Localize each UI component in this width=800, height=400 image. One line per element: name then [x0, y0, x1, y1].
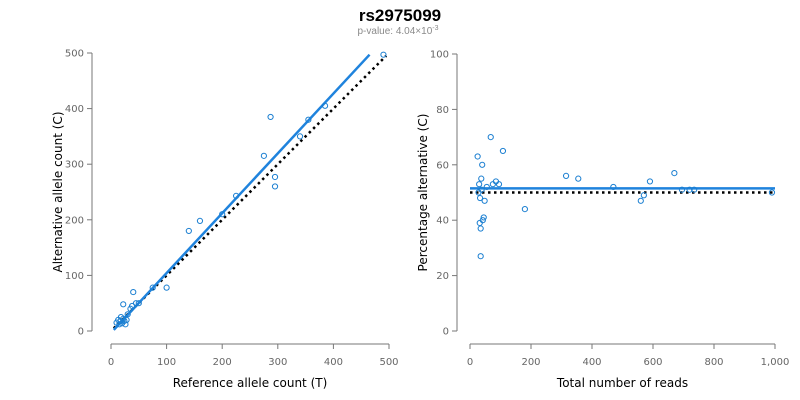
- chart-right-point: [479, 161, 486, 168]
- chart-right-point: [476, 181, 483, 188]
- chart-right-point: [499, 147, 507, 155]
- chart-right-point: [610, 183, 617, 191]
- chart-left-point: [233, 192, 240, 199]
- chart-right-point: [521, 206, 529, 213]
- chart-left-point: [305, 116, 312, 123]
- chart-left-x-tick-label: 300: [268, 357, 287, 368]
- p-value-exponent: -3: [432, 25, 438, 32]
- chart-right-y-tick-label: 40: [436, 216, 449, 227]
- chart-right-point: [474, 153, 481, 160]
- chart-right-point: [480, 214, 487, 221]
- chart-left-y-tick-label: 100: [65, 271, 84, 282]
- chart-left-point: [267, 113, 274, 121]
- chart-left-y-tick-label: 0: [78, 327, 84, 338]
- chart-right-y-axis-label: Percentage alternative (C): [416, 114, 430, 272]
- chart-right-x-tick-label: 800: [704, 357, 723, 368]
- p-value-text: p-value: 4.04×10: [357, 26, 432, 37]
- chart-right-y-tick-label: 0: [443, 327, 449, 338]
- chart-right-point: [640, 192, 647, 199]
- chart-right-point: [479, 217, 486, 224]
- chart-left-y-tick-label: 500: [65, 49, 84, 60]
- chart-right-point: [477, 225, 484, 232]
- chart-left-point: [296, 133, 304, 140]
- chart-right-x-tick-label: 1,000: [761, 357, 790, 368]
- chart-right-point: [691, 186, 698, 193]
- chart-left-y-tick-label: 300: [65, 160, 84, 171]
- chart-left-fit-line: [112, 53, 371, 331]
- chart-right-point: [495, 181, 503, 188]
- right-scatter-panel: 0 20 40 60 80 100 0 200 400 600 800 1,000 Total numb…: [416, 50, 789, 391]
- chart-left-x-tick-label: 200: [213, 357, 232, 368]
- chart-left-point: [135, 300, 142, 307]
- chart-right-x-tick-label: 200: [521, 357, 540, 368]
- chart-left-point: [120, 301, 127, 308]
- chart-left-point: [271, 173, 279, 181]
- chart-left-point: [124, 311, 131, 318]
- chart-left-y-tick-label: 200: [65, 215, 84, 226]
- chart-right-point: [637, 197, 644, 204]
- chart-right-point: [481, 197, 488, 204]
- chart-left-point: [122, 321, 129, 328]
- chart-right-point: [483, 183, 490, 191]
- chart-right-y-tick-label: 100: [430, 50, 449, 61]
- chart-left-point: [116, 321, 123, 328]
- chart-left-y-tick-label: 400: [65, 104, 84, 115]
- chart-right-point: [478, 186, 485, 193]
- chart-left-point: [260, 152, 267, 159]
- chart-left-y-axis-label: Alternative allele count (C): [51, 112, 65, 273]
- chart-left-x-tick-label: 500: [379, 357, 398, 368]
- chart-left-point: [185, 227, 192, 235]
- chart-right-y-tick-label: 60: [436, 160, 449, 171]
- chart-right-point: [646, 178, 654, 185]
- chart-left-x-tick-label: 400: [324, 357, 343, 368]
- chart-left-point: [380, 51, 387, 58]
- chart-left-point: [123, 316, 130, 323]
- chart-right-point: [476, 194, 484, 202]
- chart-left-x-tick-label: 100: [157, 357, 176, 368]
- chart-right-x-tick-label: 600: [643, 357, 662, 368]
- chart-left-x-axis-label: Reference allele count (T): [173, 376, 328, 390]
- chart-right-point: [768, 189, 776, 196]
- chart-right-point: [478, 175, 485, 182]
- chart-left-x-tick-label: 0: [108, 357, 114, 368]
- chart-right-x-tick-label: 0: [467, 357, 473, 368]
- chart-left-point: [149, 284, 156, 291]
- chart-right-point: [562, 172, 570, 179]
- chart-right-point: [671, 170, 678, 177]
- chart-right-y-tick-label: 80: [436, 105, 449, 116]
- chart-right-x-tick-label: 400: [582, 357, 601, 368]
- chart-right-point: [477, 253, 484, 260]
- chart-right-point: [575, 175, 582, 182]
- chart-right-point: [686, 186, 693, 193]
- chart-subtitle: p-value: 4.04×10-3: [357, 25, 438, 37]
- chart-left-point: [321, 102, 329, 109]
- chart-right-point: [678, 186, 686, 193]
- chart-right-x-axis-label: Total number of reads: [556, 376, 688, 390]
- chart-left-reference-line: [112, 54, 388, 330]
- left-scatter-panel: 0 100 200 300 400 500 0 100 200 300 400 500 Referenc…: [51, 49, 399, 391]
- chart-left-point: [219, 211, 226, 218]
- chart-left-point: [132, 300, 140, 307]
- chart-title: rs2975099: [359, 6, 441, 25]
- chart-left-point: [196, 217, 204, 225]
- chart-left-point: [163, 284, 170, 291]
- chart-left-point: [271, 183, 279, 190]
- chart-right-y-tick-label: 20: [436, 271, 449, 282]
- chart-right-point: [487, 134, 494, 141]
- chart-left-point: [130, 288, 137, 296]
